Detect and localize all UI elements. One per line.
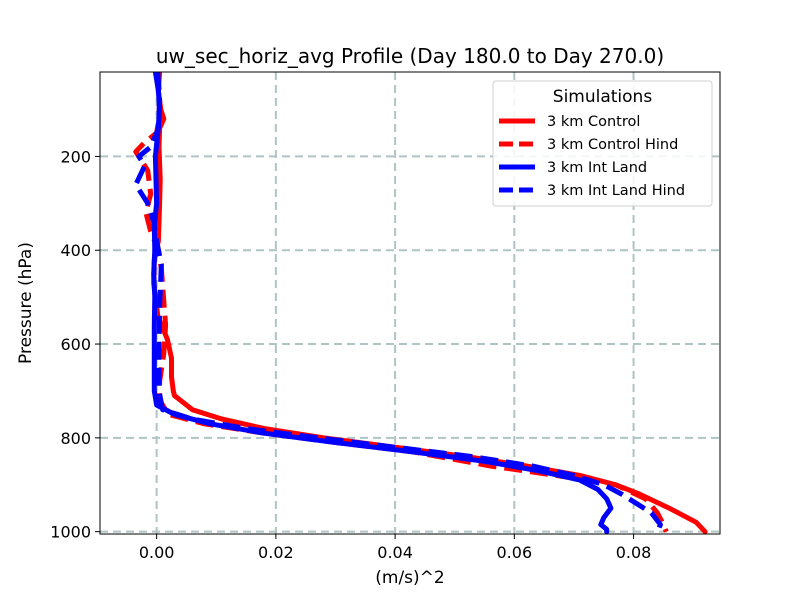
x-tick-label: 0.06 (497, 543, 533, 562)
legend-title: Simulations (553, 87, 653, 107)
legend-box (492, 80, 713, 207)
plot-frame (99, 71, 721, 535)
axis-ticks: 0.00 0.02 0.04 0.06 0.08 200 400 600 800 1000 (50, 147, 651, 562)
y-tick-label: 400 (60, 241, 91, 260)
x-tick-label: 0.02 (258, 543, 294, 562)
x-tick-label: 0.00 (139, 543, 175, 562)
chart-title: uw_sec_horiz_avg Profile (Day 180.0 to D… (156, 44, 664, 68)
x-axis-label: (m/s)^2 (375, 568, 444, 588)
y-axis-label: Pressure (hPa) (16, 242, 36, 364)
series-line-2 (151, 72, 614, 534)
x-tick-label: 0.08 (616, 543, 652, 562)
series-line-0 (151, 72, 708, 534)
legend-label-2: 3 km Int Land (547, 160, 647, 176)
legend: Simulations 3 km Control 3 km Control Hind… (492, 80, 713, 207)
legend-label-1: 3 km Control Hind (547, 137, 678, 153)
grid (100, 72, 720, 534)
y-tick-label: 800 (60, 429, 91, 448)
legend-label-0: 3 km Control (547, 114, 640, 130)
x-tick-label: 0.04 (377, 543, 413, 562)
series-line-3 (133, 72, 663, 533)
y-tick-label: 200 (60, 147, 91, 166)
y-tick-label: 1000 (50, 523, 91, 542)
y-tick-label: 600 (60, 335, 91, 354)
legend-label-3: 3 km Int Land Hind (547, 183, 685, 199)
series-lines (133, 72, 708, 534)
